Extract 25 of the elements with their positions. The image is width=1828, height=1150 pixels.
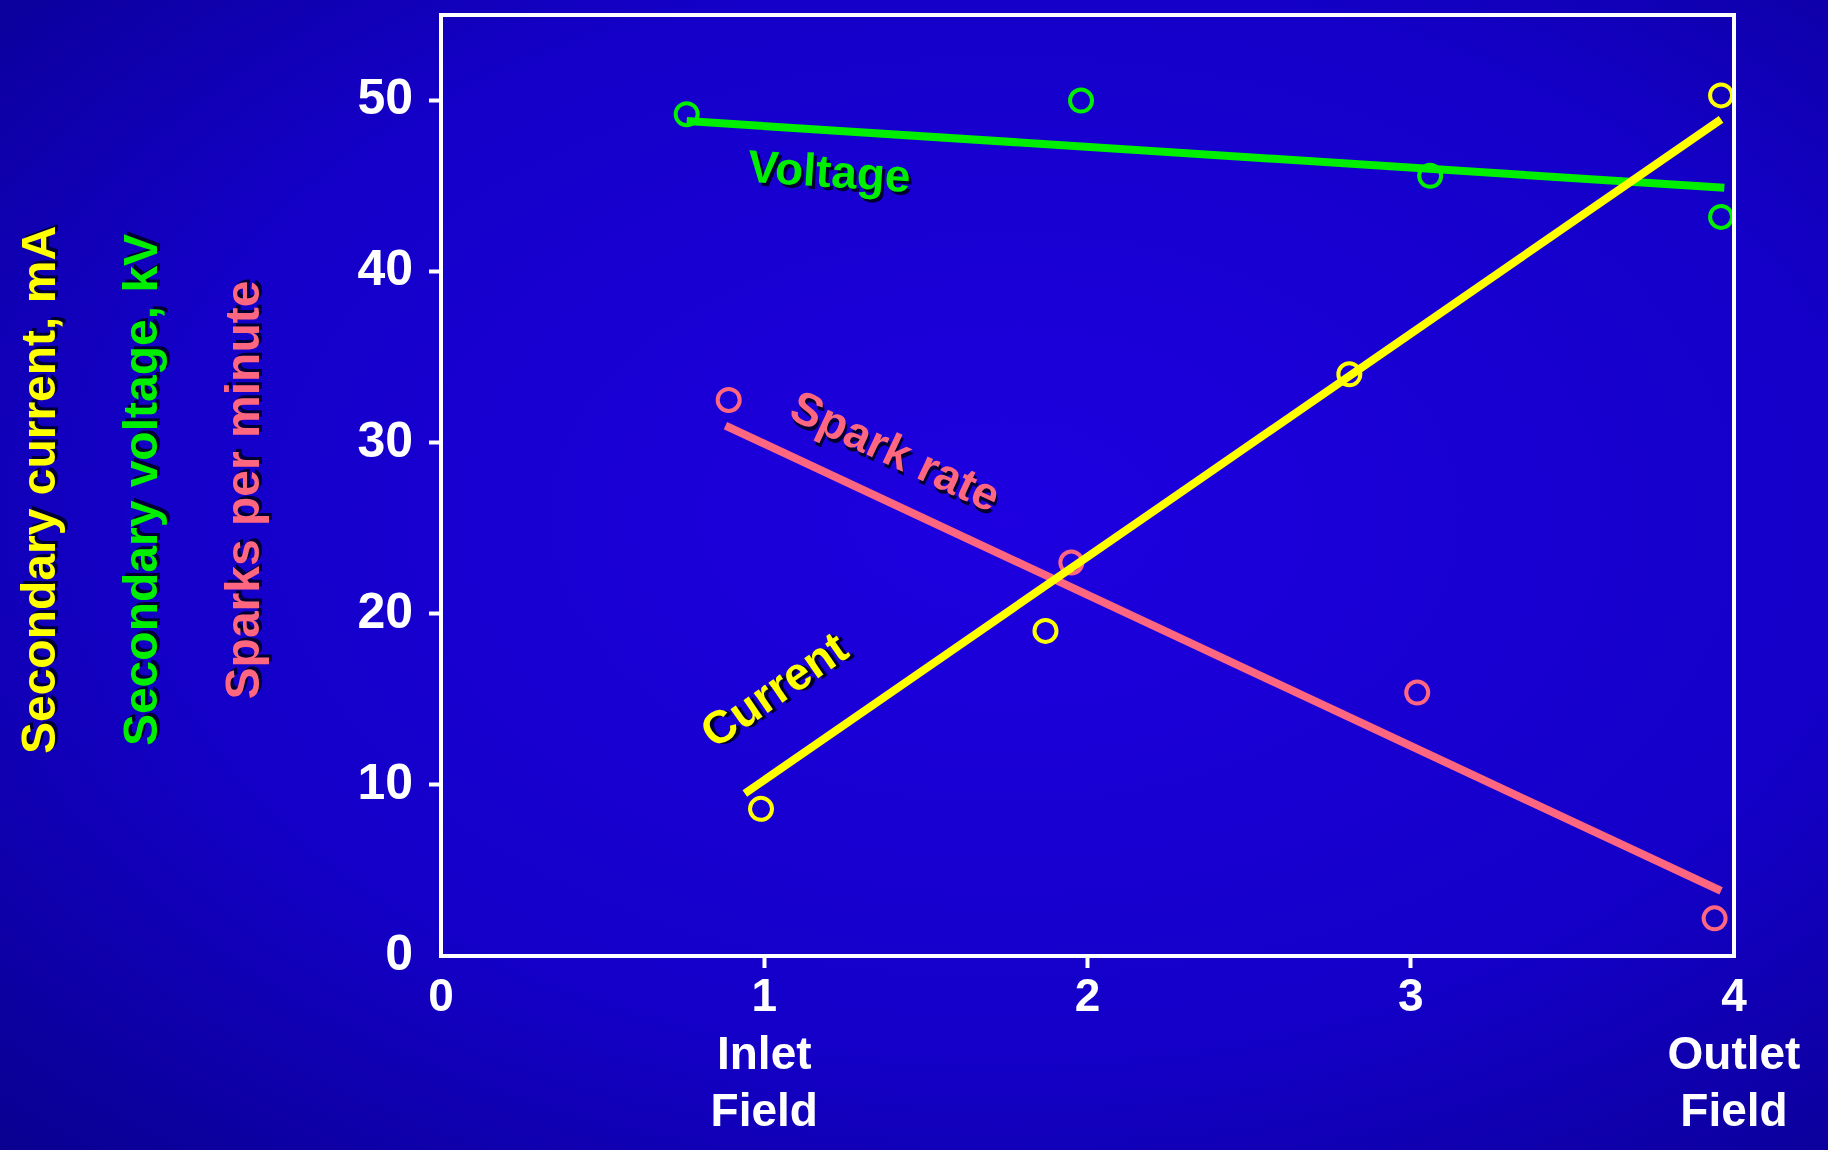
y-tick-label: 10 (357, 753, 413, 810)
text: Sparks per minute (216, 280, 270, 700)
y-tick-label: 50 (357, 69, 413, 126)
point (1701, 905, 1728, 932)
point (1708, 82, 1734, 109)
x-tick-label: 1 Inlet Field (710, 969, 818, 1137)
point (1404, 679, 1431, 706)
point (1708, 203, 1734, 230)
point (1032, 617, 1059, 644)
point (1336, 361, 1363, 388)
y-tick-label: 40 (357, 240, 413, 297)
x-tick-label: 4 Outlet Field (1667, 969, 1801, 1137)
x-tick-label: 2 (1074, 969, 1101, 1022)
point (673, 101, 700, 128)
x-tick-label: 0 (428, 969, 454, 1022)
x-tick-label: 3 (1397, 969, 1424, 1022)
y-tick-label: 20 (357, 582, 413, 639)
text: Secondary voltage, kV (114, 233, 168, 747)
y-tick-label: 0 (385, 924, 413, 981)
point (1068, 87, 1095, 114)
point (748, 795, 775, 822)
y-tick-label: 30 (357, 411, 413, 468)
point (715, 386, 742, 413)
text: Secondary current, mA (12, 225, 66, 755)
point (1417, 162, 1444, 189)
